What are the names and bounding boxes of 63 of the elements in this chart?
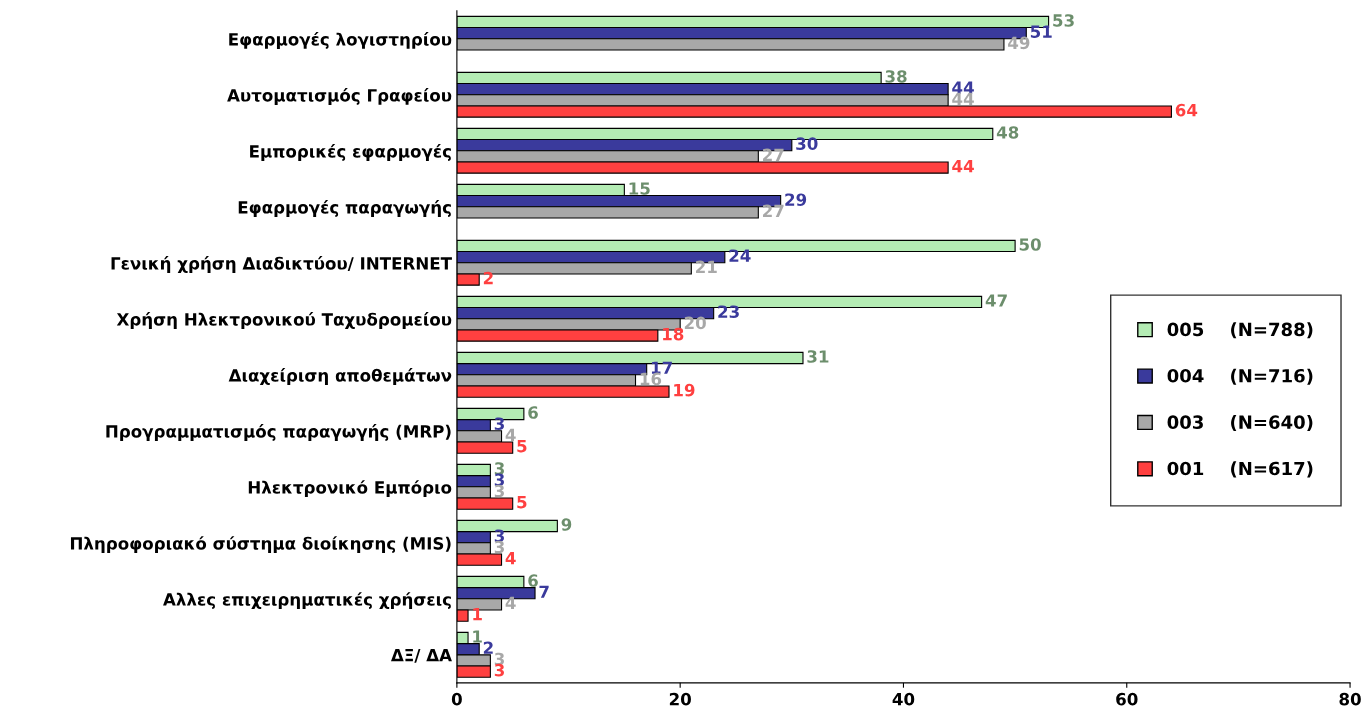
y-tick-label: Εμπορικές εφαρμογές (250, 144, 451, 161)
data-label: 51 (1030, 25, 1052, 38)
data-label: 4 (505, 428, 516, 441)
data-label: 44 (952, 92, 974, 105)
y-tick-label: Ηλεκτρονικό Εμπόριο (248, 480, 452, 497)
data-label: 64 (1175, 103, 1198, 117)
y-tick-label: ΔΞ/ ΔΑ (390, 649, 452, 663)
x-tick-label: 40 (892, 692, 915, 706)
y-tick-label: Εφαρμογές λογιστηρίου (229, 32, 452, 49)
data-label: 27 (762, 148, 784, 161)
legend-label: 003 (N=640) (1167, 415, 1313, 432)
data-label: 16 (640, 372, 662, 386)
data-label: 6 (528, 406, 538, 419)
x-tick-label: 20 (669, 692, 691, 706)
x-tick-label: 80 (1339, 692, 1361, 706)
data-label: 17 (651, 361, 672, 374)
data-label: 49 (1008, 36, 1030, 50)
data-label: 5 (517, 440, 527, 453)
data-label: 19 (674, 383, 695, 397)
data-label: 44 (952, 81, 974, 94)
data-label: 7 (539, 585, 549, 598)
data-label: 23 (718, 305, 739, 319)
data-label: 27 (762, 204, 784, 217)
data-label: 31 (807, 350, 829, 363)
data-label: 21 (696, 260, 717, 273)
data-label: 50 (1019, 238, 1041, 251)
data-label: 53 (1053, 14, 1074, 27)
y-tick-label: Διαχείριση αποθεμάτων (228, 368, 452, 385)
data-label: 6 (528, 574, 538, 587)
y-tick-label: Χρήση Ηλεκτρονικού Ταχυδρομείου (116, 312, 452, 329)
data-label: 4 (505, 596, 516, 610)
y-tick-label: Πληροφοριακό σύστημα διοίκησης (MIS) (70, 536, 451, 553)
data-label: 18 (663, 327, 684, 341)
data-label: 38 (885, 70, 907, 83)
data-label: 4 (505, 552, 516, 565)
legend-label: 001 (N=617) (1167, 461, 1313, 478)
y-tick-label: Προγραμματισμός παραγωγής (MRP) (106, 424, 451, 441)
y-tick-label: Εφαρμογές παραγωγής (238, 200, 451, 217)
y-tick-label: Γενική χρήση Διαδικτύου/ INTERNET (111, 256, 452, 273)
x-tick-label: 0 (451, 692, 462, 706)
data-label: 24 (729, 249, 751, 262)
data-label: 48 (996, 126, 1019, 139)
legend-label: 005 (N=788) (1167, 322, 1313, 339)
data-label: 3 (494, 484, 504, 498)
data-label: 20 (684, 316, 706, 330)
data-label: 15 (629, 182, 650, 195)
data-label: 9 (561, 518, 572, 531)
legend-label: 004 (N=716) (1167, 368, 1313, 385)
data-label: 5 (517, 496, 527, 509)
data-label: 1 (473, 608, 482, 621)
data-label: 47 (985, 294, 1007, 307)
data-label: 3 (494, 663, 504, 677)
data-label: 3 (494, 540, 504, 554)
data-label: 2 (483, 271, 493, 285)
data-label: 2 (483, 641, 493, 654)
x-tick-label: 60 (1116, 692, 1138, 706)
data-label: 29 (785, 193, 807, 206)
y-tick-label: Αυτοματισμός Γραφείου (227, 88, 452, 105)
data-label: 3 (494, 417, 504, 431)
data-label: 30 (796, 137, 818, 150)
data-label: 1 (473, 630, 482, 643)
data-label: 44 (952, 160, 974, 173)
y-tick-label: Αλλες επιχειρηματικές χρήσεις (163, 592, 451, 609)
